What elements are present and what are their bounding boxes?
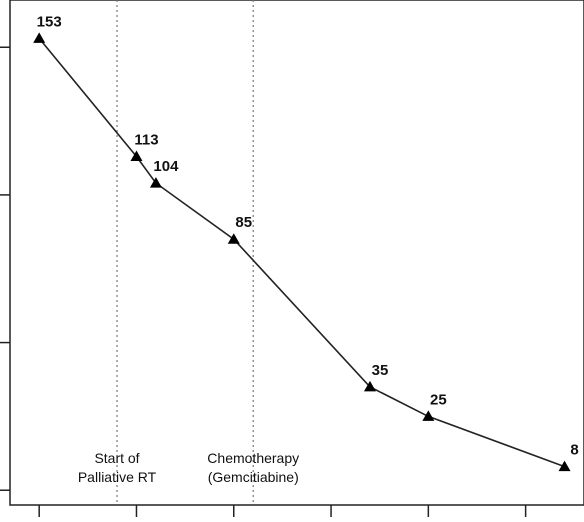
data-point-marker bbox=[33, 32, 46, 43]
data-label: 113 bbox=[134, 132, 158, 149]
data-label: 104 bbox=[153, 158, 179, 175]
data-point-marker bbox=[149, 177, 162, 188]
data-label: 153 bbox=[37, 13, 62, 30]
data-label: 85 bbox=[235, 214, 252, 231]
data-point-marker bbox=[363, 380, 376, 392]
reference-line-label: Start of Palliative RT bbox=[78, 450, 157, 485]
data-point-marker bbox=[130, 150, 143, 162]
data-label: 25 bbox=[430, 391, 447, 408]
labels: 153 113 104 85 35 25 8 bbox=[37, 13, 579, 458]
data-label: 8 bbox=[570, 442, 578, 459]
plot-frame bbox=[9, 0, 584, 506]
reference-line-label: Chemotherapy (Gemcitiabine) bbox=[207, 450, 299, 485]
data-point-marker bbox=[422, 410, 435, 421]
axes bbox=[0, 46, 527, 517]
data-point-marker bbox=[227, 233, 240, 244]
series bbox=[33, 32, 571, 472]
data-label: 35 bbox=[372, 362, 389, 379]
reference-lines: Start of Palliative RT Chemotherapy (Gemcit… bbox=[78, 0, 299, 505]
data-point-marker bbox=[558, 460, 571, 472]
series-line bbox=[38, 37, 565, 468]
